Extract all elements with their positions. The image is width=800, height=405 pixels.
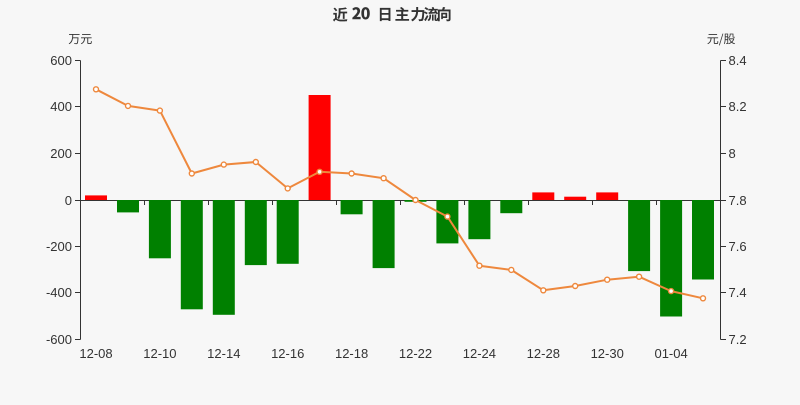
svg-text:-200: -200 (46, 239, 72, 254)
svg-text:7.4: 7.4 (729, 285, 747, 300)
svg-text:400: 400 (50, 99, 72, 114)
svg-text:12-24: 12-24 (463, 346, 496, 361)
svg-text:-600: -600 (46, 332, 72, 347)
svg-text:8.4: 8.4 (729, 53, 747, 68)
svg-text:0: 0 (65, 193, 72, 208)
svg-text:8: 8 (729, 146, 736, 161)
svg-text:12-28: 12-28 (527, 346, 560, 361)
svg-text:7.6: 7.6 (729, 239, 747, 254)
svg-text:12-18: 12-18 (335, 346, 368, 361)
svg-text:7.2: 7.2 (729, 332, 747, 347)
svg-text:12-14: 12-14 (207, 346, 240, 361)
svg-text:8.2: 8.2 (729, 99, 747, 114)
svg-text:12-10: 12-10 (143, 346, 176, 361)
svg-text:-400: -400 (46, 285, 72, 300)
svg-text:12-30: 12-30 (591, 346, 624, 361)
svg-text:7.8: 7.8 (729, 193, 747, 208)
svg-text:01-04: 01-04 (654, 346, 687, 361)
svg-text:200: 200 (50, 146, 72, 161)
svg-text:600: 600 (50, 53, 72, 68)
svg-text:12-16: 12-16 (271, 346, 304, 361)
svg-text:12-22: 12-22 (399, 346, 432, 361)
svg-text:12-08: 12-08 (79, 346, 112, 361)
